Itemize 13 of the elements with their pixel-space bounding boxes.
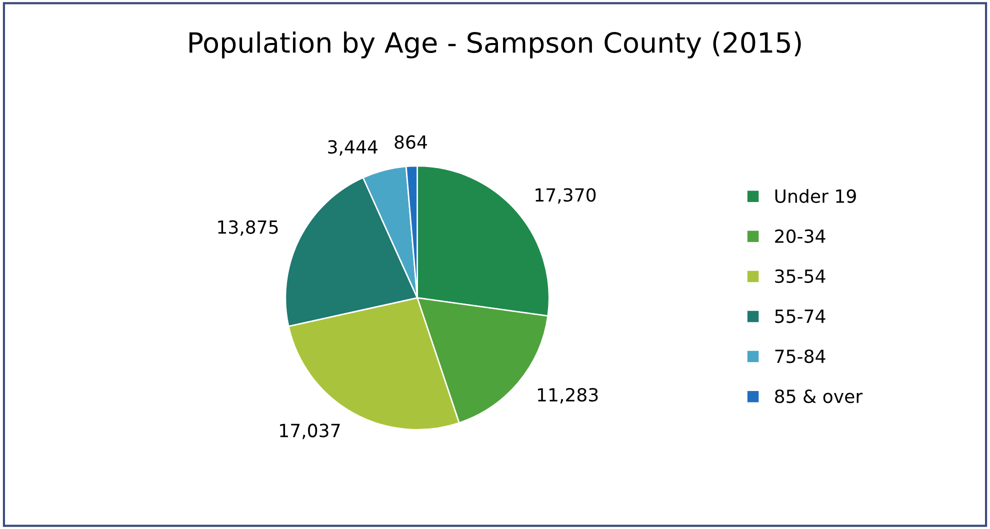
legend-label: 20-34 xyxy=(775,229,826,243)
legend-label: 85 & over xyxy=(775,390,863,404)
data-label: 11,283 xyxy=(538,388,598,404)
chart-title: Population by Age - Sampson County (2015) xyxy=(190,32,801,58)
legend-label: 75-84 xyxy=(775,349,826,364)
data-label: 13,875 xyxy=(218,220,278,236)
data-label: 17,370 xyxy=(536,188,596,204)
data-label: 17,037 xyxy=(280,424,340,440)
data-label: 3,444 xyxy=(328,140,378,156)
legend-label: Under 19 xyxy=(775,188,856,203)
legend-label: 35-54 xyxy=(775,269,826,284)
data-label: 864 xyxy=(394,135,427,149)
legend-label: 55-74 xyxy=(775,310,826,324)
